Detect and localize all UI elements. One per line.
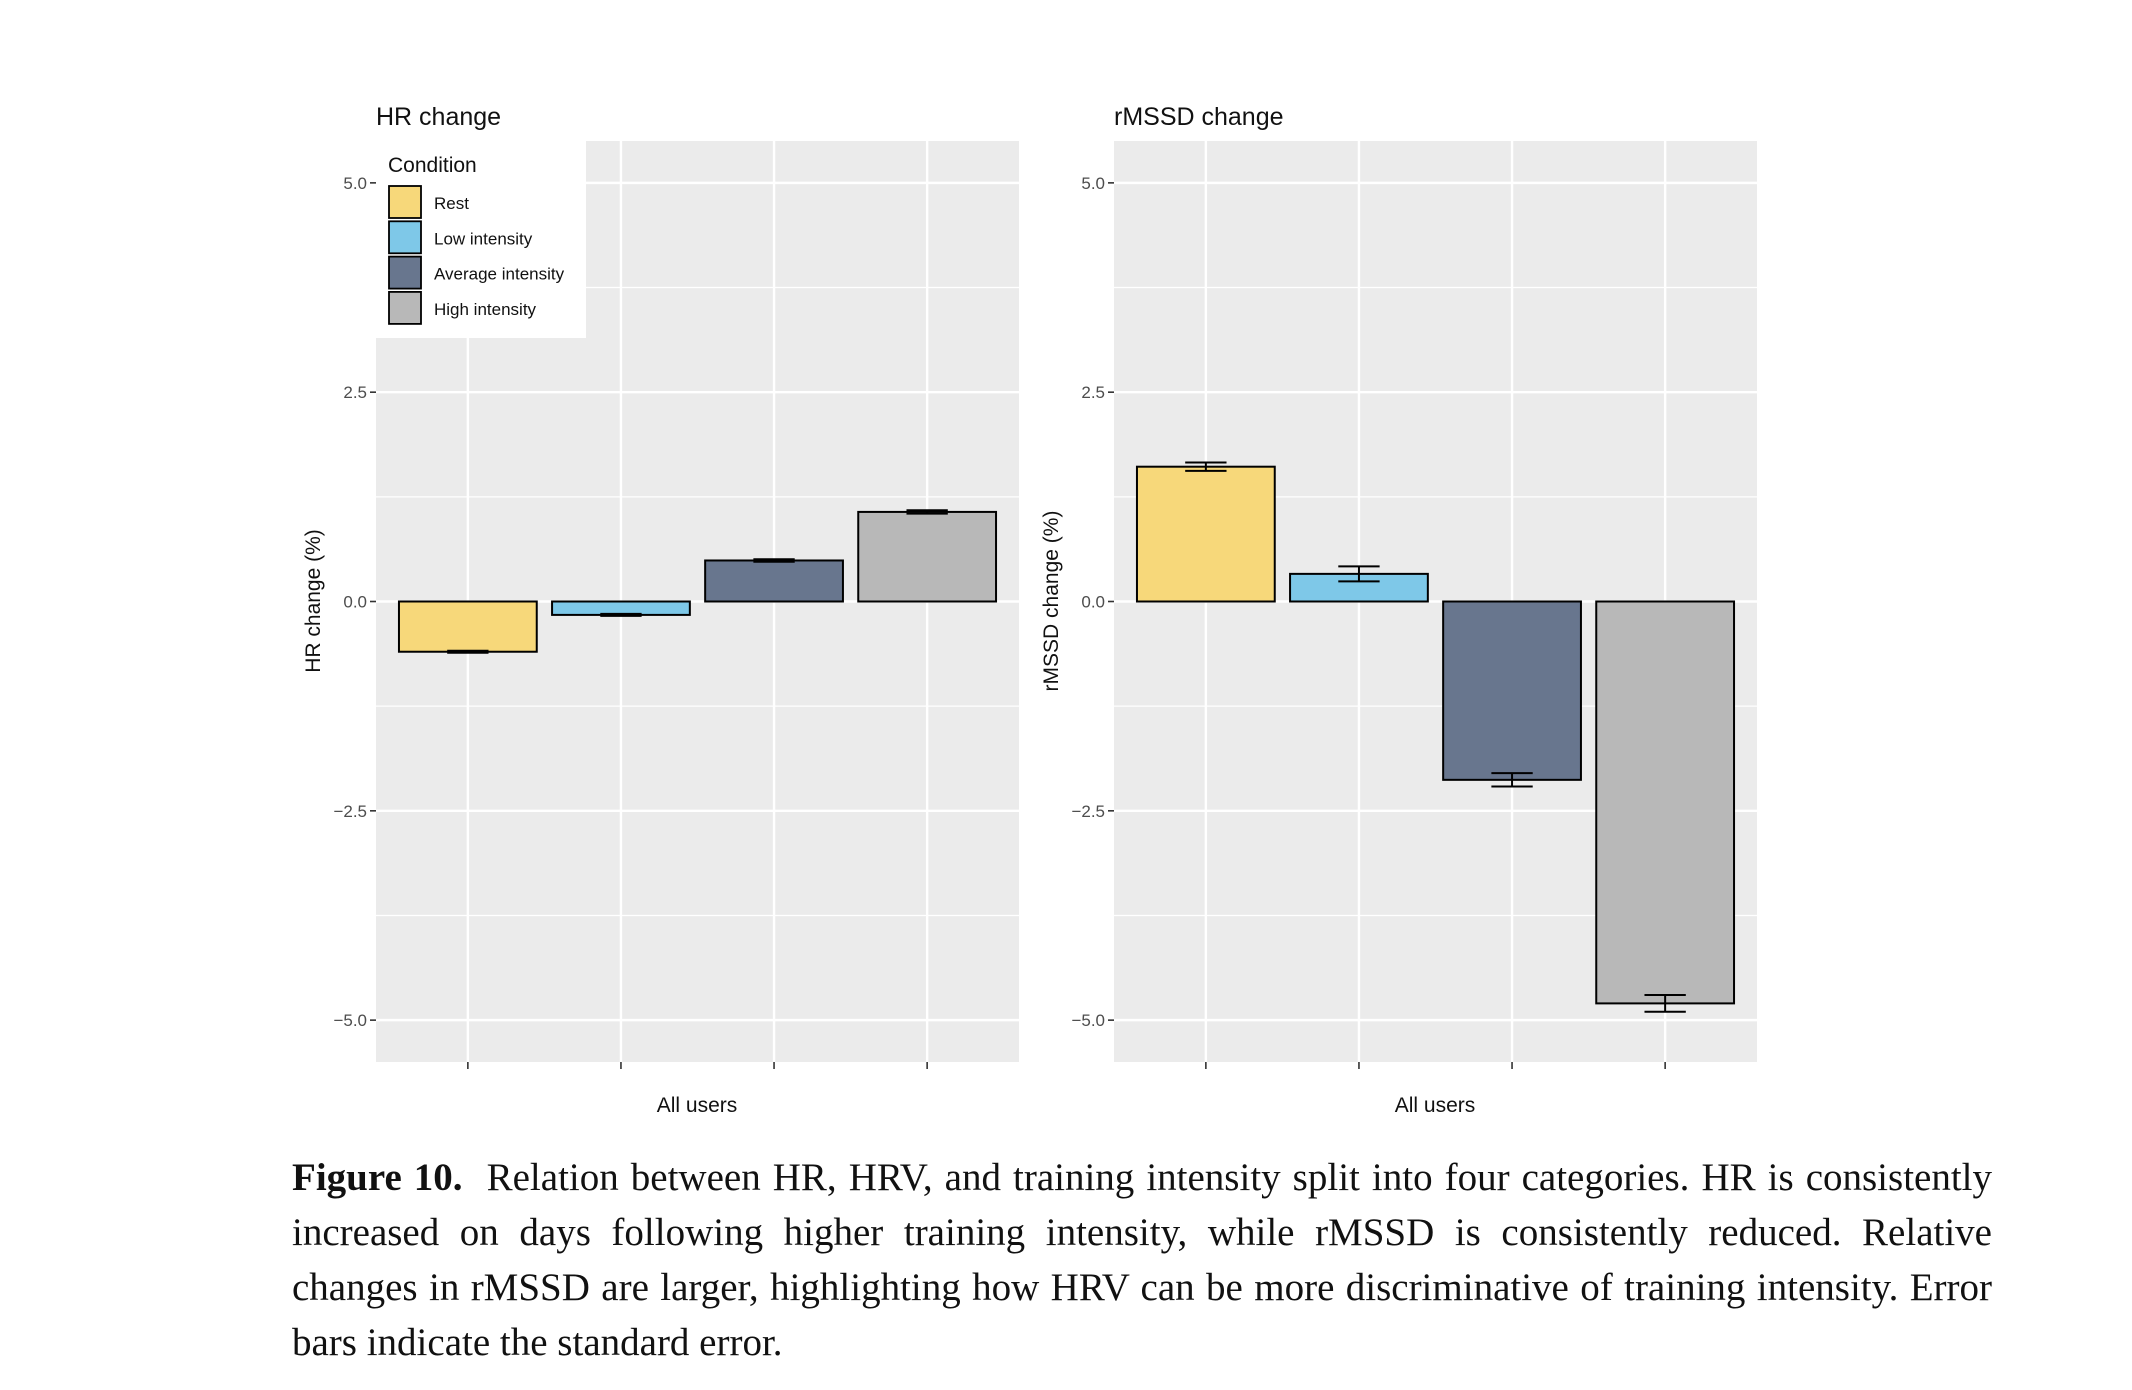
figure-caption: Figure 10. Relation between HR, HRV, and… <box>292 1150 1992 1370</box>
rmssd-y-axis-label: rMSSD change (%) <box>1040 511 1063 692</box>
legend-label: Average intensity <box>434 265 565 284</box>
rmssd-y-tick-label: −2.5 <box>1071 802 1105 821</box>
rmssd-y-tick-label: 5.0 <box>1081 174 1105 193</box>
hr-y-tick-label: 2.5 <box>343 383 367 402</box>
rmssd-bar-average-intensity <box>1442 600 1582 781</box>
rmssd-y-tick-label: 2.5 <box>1081 383 1105 402</box>
legend: Condition Rest Low intensity Average intens… <box>376 141 586 338</box>
hr-x-axis-label: All users <box>657 1094 738 1117</box>
hr-y-tick-label: −5.0 <box>333 1011 367 1030</box>
legend-label: High intensity <box>434 300 537 319</box>
hr-y-axis-label: HR change (%) <box>302 529 325 673</box>
legend-label: Low intensity <box>434 229 533 248</box>
rmssd-y-tick-label: −5.0 <box>1071 1011 1105 1030</box>
hr-y-tick-label: 5.0 <box>343 174 367 193</box>
rmssd-y-tick-label: 0.0 <box>1081 593 1105 612</box>
figure-10-charts: HR change HR change (%) All users 5.0 2.5… <box>302 103 1757 1117</box>
legend-swatch-low-intensity <box>388 220 422 255</box>
hr-bar-average-intensity <box>704 559 844 603</box>
rmssd-x-axis-label: All users <box>1395 1094 1476 1117</box>
hr-chart-title: HR change <box>376 103 501 131</box>
hr-bar-high-intensity <box>857 510 998 603</box>
legend-swatch-average-intensity <box>388 255 422 290</box>
figure-caption-label: Figure 10. <box>292 1156 463 1199</box>
rmssd-bar-high-intensity <box>1595 600 1736 1005</box>
hr-y-tick-label: 0.0 <box>343 593 367 612</box>
figure-caption-text: Relation between HR, HRV, and training i… <box>292 1156 1993 1364</box>
hr-bar-rest <box>397 600 538 653</box>
legend-label: Rest <box>434 194 469 213</box>
hr-bar-low-intensity <box>551 600 691 616</box>
hr-y-tick-label: −2.5 <box>333 802 367 821</box>
rmssd-bar-rest <box>1135 465 1276 603</box>
legend-swatch-rest <box>388 185 422 219</box>
legend-swatch-high-intensity <box>388 290 422 325</box>
rmssd-change-panel: rMSSD change rMSSD change (%) All users … <box>1040 103 1757 1117</box>
rmssd-chart-title: rMSSD change <box>1114 103 1284 131</box>
legend-title: Condition <box>388 154 477 177</box>
